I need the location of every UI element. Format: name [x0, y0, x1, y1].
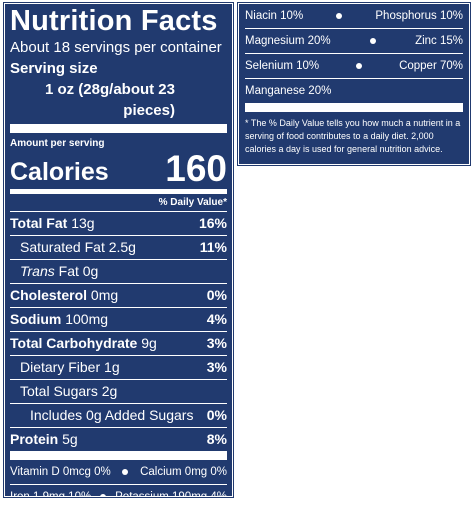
nutrient: Total Fat 13g: [10, 212, 95, 235]
nutrient-row: Sodium 100mg 4%: [10, 308, 227, 332]
nutrient-name: Includes 0g Added Sugars: [30, 407, 194, 423]
daily-value-header: % Daily Value*: [10, 194, 227, 212]
vitamin: Vitamin D 0mcg 0%: [10, 466, 111, 478]
nutrient-name: Total Sugars: [20, 383, 98, 399]
vitamin: Phosphorus 10%: [375, 10, 463, 22]
servings: About 18 servings per container: [10, 39, 222, 56]
nutrient-name: Cholesterol: [10, 287, 88, 303]
vitamin: Manganese 20%: [245, 85, 332, 97]
vitamin: Copper 70%: [399, 60, 463, 72]
calories-label: Calories: [10, 158, 109, 186]
nutrient-name: Sodium: [10, 311, 62, 327]
bullet: [369, 38, 376, 44]
calories-value: 160: [165, 148, 227, 189]
vitamin: Calcium 0mg 0%: [140, 466, 227, 478]
nutrient-name: Total Fat: [10, 215, 68, 231]
nutrient-name: Total Carbohydrate: [10, 335, 138, 351]
serving-size-label: Serving size: [10, 60, 98, 77]
mineral-list: Niacin 10% Phosphorus 10% Magnesium 20% Zin…: [245, 4, 463, 103]
nutrient-amount: 13g: [71, 215, 95, 231]
nutrient-row: Total Fat 13g 16%: [10, 212, 227, 236]
nutrient: Includes 0g Added Sugars: [10, 404, 193, 427]
nutrient-list: Total Fat 13g 16% Saturated Fat 2.5g 11% Tra…: [10, 212, 227, 460]
bullet: [100, 494, 107, 500]
amount-per-serving: Amount per serving: [10, 138, 105, 149]
vitamin-row: Manganese 20%: [245, 79, 463, 103]
nutrient: Dietary Fiber 1g: [10, 356, 120, 379]
nutrient-dv: 3%: [206, 335, 227, 351]
nutrient-amount: 100mg: [65, 311, 109, 327]
nutrient-amount: 2g: [101, 383, 118, 399]
vitamin-row: Vitamin D 0mcg 0% Calcium 0mg 0%: [10, 460, 227, 485]
nutrient-dv: 4%: [206, 311, 227, 327]
nutrient-amount: 5g: [62, 431, 78, 447]
nutrient: Trans Fat 0g: [10, 260, 98, 283]
nutrient-dv: 11%: [199, 239, 227, 255]
nutrient-row: Saturated Fat 2.5g 11%: [10, 236, 227, 260]
nutrient-dv: 3%: [206, 359, 227, 375]
bullet: [356, 63, 363, 69]
nutrient-dv: 0%: [206, 287, 227, 303]
vitamin: Magnesium 20%: [245, 35, 331, 47]
bullet: [122, 469, 129, 475]
vitamin: Selenium 10%: [245, 60, 320, 72]
nutrition-panel: Nutrition Facts About 18 servings per co…: [3, 2, 234, 503]
nutrient-row: Includes 0g Added Sugars 0%: [10, 404, 227, 428]
vitamin: Niacin 10%: [245, 10, 304, 22]
serving-size: Serving size 1 oz (28g/about 23 pieces): [10, 58, 227, 133]
nutrient-amount: 2.5g: [108, 239, 136, 255]
vitamin: Potassium 190mg 4%: [115, 491, 227, 503]
title: Nutrition Facts: [10, 5, 218, 37]
calories-row: Calories 160: [10, 148, 227, 194]
nutrient: Total Sugars 2g: [10, 380, 117, 403]
nutrient-dv: 16%: [198, 215, 227, 231]
nutrient: Total Carbohydrate 9g: [10, 332, 157, 355]
nutrient: Sodium 100mg: [10, 308, 108, 331]
vitamin-row: Selenium 10% Copper 70%: [245, 54, 463, 79]
nutrient-row: Total Carbohydrate 9g 3%: [10, 332, 227, 356]
nutrient-name: Dietary Fiber: [20, 359, 101, 375]
nutrient-dv: 0%: [206, 407, 227, 423]
nutrient-row: Trans Fat 0g: [10, 260, 227, 284]
nutrient-amount: 0g: [82, 263, 99, 279]
nutrient: Protein 5g: [10, 428, 78, 451]
nutrient-amount: 1g: [104, 359, 120, 375]
vitamin-row: Niacin 10% Phosphorus 10%: [245, 4, 463, 29]
nutrient-amount: 9g: [141, 335, 157, 351]
serving-size-value: 1 oz (28g/about 23 pieces): [44, 81, 175, 119]
nutrient-amount: 0mg: [90, 287, 119, 303]
footnote: * The % Daily Value tells you how much a…: [245, 103, 463, 156]
nutrient-name-italic: Trans: [20, 263, 55, 279]
nutrient-name: Saturated Fat: [20, 239, 105, 255]
vitamin-row: Iron 1.9mg 10% Potassium 190mg 4%: [10, 485, 227, 509]
nutrient-row: Cholesterol 0mg 0%: [10, 284, 227, 308]
minerals-panel: Niacin 10% Phosphorus 10% Magnesium 20% Zin…: [237, 2, 471, 166]
nutrient-name: Fat: [58, 263, 79, 279]
vitamin: Iron 1.9mg 10%: [10, 491, 92, 503]
nutrient-row: Total Sugars 2g: [10, 380, 227, 404]
vitamin-row: Magnesium 20% Zinc 15%: [245, 29, 463, 54]
nutrient-row: Dietary Fiber 1g 3%: [10, 356, 227, 380]
vitamin-list: Vitamin D 0mcg 0% Calcium 0mg 0% Iron 1.9m…: [10, 460, 227, 509]
nutrient: Saturated Fat 2.5g: [10, 236, 136, 259]
vitamin: Zinc 15%: [415, 35, 463, 47]
bullet: [336, 13, 343, 19]
nutrient-row: Protein 5g 8%: [10, 428, 227, 460]
nutrient-dv: 8%: [206, 431, 227, 447]
nutrient: Cholesterol 0mg: [10, 284, 118, 307]
nutrient-name: Protein: [10, 431, 59, 447]
